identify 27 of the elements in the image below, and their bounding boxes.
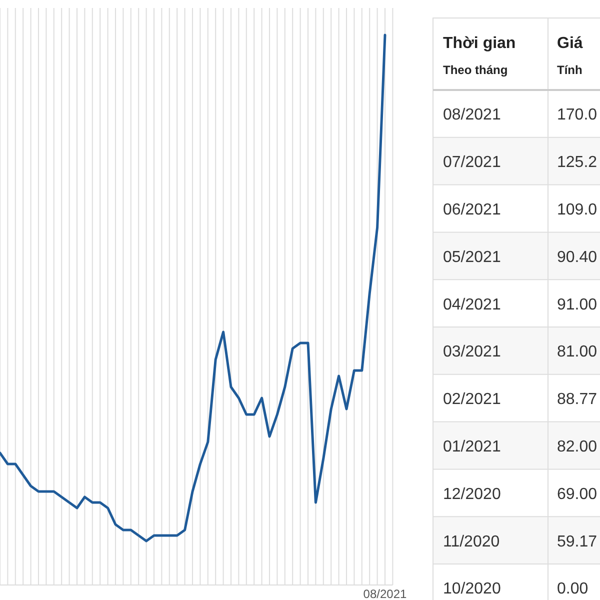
- text: 05/2021: [443, 248, 501, 266]
- text: Theo tháng: [443, 63, 508, 77]
- text: 59.17: [557, 533, 598, 550]
- text: Giá: [557, 35, 583, 52]
- text: 69.00: [557, 486, 598, 503]
- text: 06/2021: [443, 202, 501, 218]
- text: 02/2021: [443, 391, 501, 408]
- text: 11/2020: [443, 533, 500, 550]
- text: 0.00: [557, 580, 588, 598]
- text: 10/2020: [443, 580, 501, 598]
- text: 08/2021: [443, 106, 501, 124]
- text: 88.77: [557, 391, 598, 408]
- text: 01/2021: [443, 438, 501, 456]
- text: 04/2021: [443, 296, 501, 314]
- text: 81.00: [557, 344, 598, 361]
- text: Thời gian: [443, 35, 516, 52]
- text: 125.2: [557, 154, 598, 172]
- text: 08/2021: [363, 587, 408, 600]
- text: 82.00: [557, 438, 598, 456]
- text: Tính: [557, 63, 582, 77]
- text: 109.0: [557, 202, 598, 218]
- text: 07/2021: [443, 154, 501, 172]
- text: 03/2021: [443, 344, 501, 361]
- text: 12/2020: [443, 486, 501, 503]
- text: 91.00: [557, 296, 598, 314]
- text: 170.0: [557, 106, 598, 124]
- text: 90.40: [557, 248, 598, 266]
